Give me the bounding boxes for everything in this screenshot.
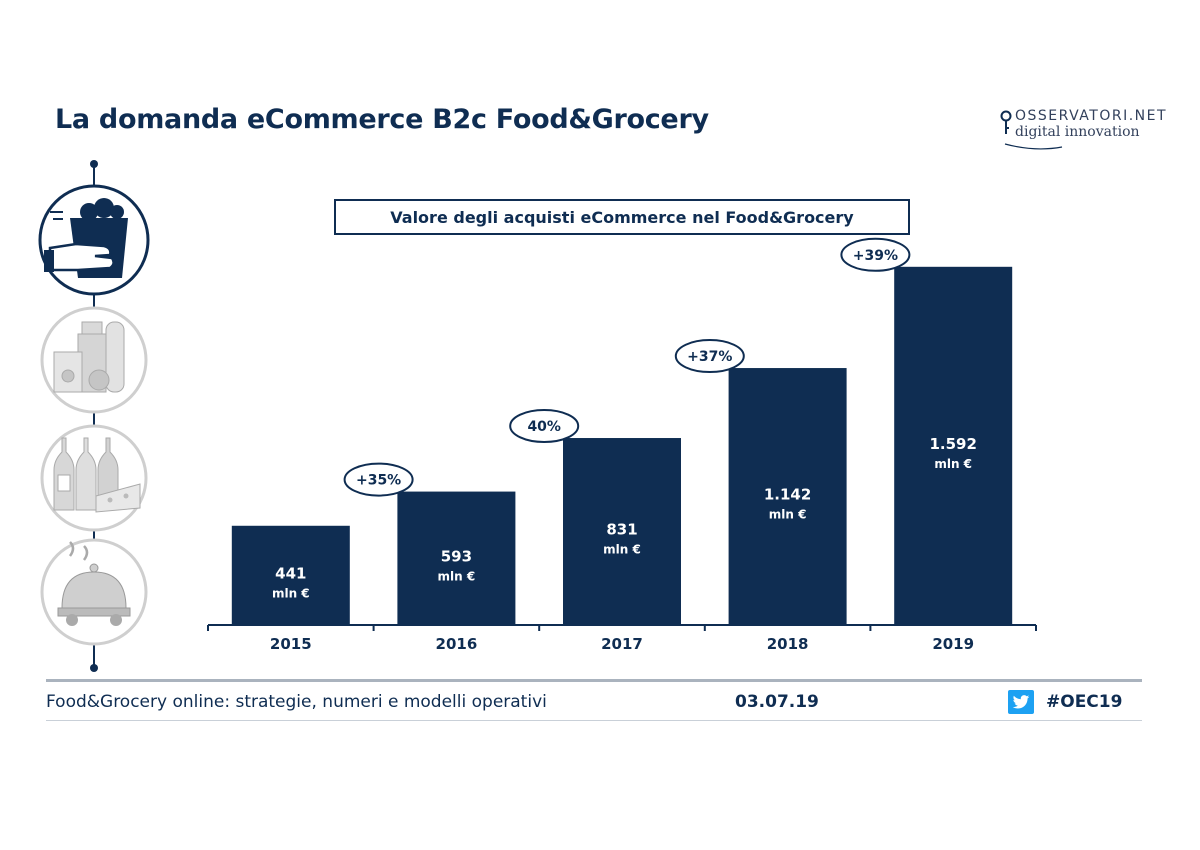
bar-unit-label: mln € xyxy=(769,508,807,522)
key-icon xyxy=(1000,110,1012,134)
food-delivery-icon xyxy=(40,538,148,646)
growth-label: 40% xyxy=(527,419,561,435)
growth-badge xyxy=(343,462,414,497)
wine-cheese-icon xyxy=(40,424,148,532)
bar-value-label: 1.592 xyxy=(929,435,976,453)
logo-top-text: OSSERVATORI.NET xyxy=(1015,108,1168,124)
bar-unit-label: mln € xyxy=(603,543,641,557)
footer-divider-top xyxy=(46,679,1142,682)
page-title: La domanda eCommerce B2c Food&Grocery xyxy=(55,104,709,135)
growth-badge xyxy=(509,409,580,444)
footer-hashtag[interactable]: #OEC19 xyxy=(1046,692,1123,712)
growth-badge xyxy=(674,339,745,374)
growth-label: +39% xyxy=(853,248,898,264)
growth-badge xyxy=(840,237,911,272)
growth-label: +37% xyxy=(687,349,732,365)
bar-2016 xyxy=(397,491,516,625)
bar-value-label: 1.142 xyxy=(764,486,811,504)
bar-2019 xyxy=(894,266,1013,625)
logo-bottom-text: digital innovation xyxy=(1015,124,1140,140)
x-tick-label: 2016 xyxy=(436,635,478,653)
x-tick-label: 2017 xyxy=(601,635,643,653)
x-tick-label: 2015 xyxy=(270,635,312,653)
bar-value-label: 441 xyxy=(275,564,306,582)
osservatori-logo: OSSERVATORI.NET digital innovation xyxy=(1000,108,1166,158)
bar-unit-label: mln € xyxy=(272,586,310,600)
bar-chart: 441 mln € 2015 593 mln € 2016 831 mln € 2017 1.14… xyxy=(207,237,1037,653)
grocery-bag-hand-icon xyxy=(38,184,150,296)
bar-value-label: 831 xyxy=(606,521,637,539)
logo-swoosh xyxy=(1004,143,1063,150)
x-tick-label: 2018 xyxy=(767,635,809,653)
bar-unit-label: mln € xyxy=(438,569,476,583)
footer-event-title: Food&Grocery online: strategie, numeri e… xyxy=(46,692,547,712)
bar-unit-label: mln € xyxy=(934,457,972,471)
chart-title: Valore degli acquisti eCommerce nel Food… xyxy=(334,199,910,235)
bar-2015 xyxy=(231,525,350,625)
bar-2017 xyxy=(563,438,681,625)
bar-2018 xyxy=(728,368,847,625)
growth-label: +35% xyxy=(356,473,401,489)
packaged-food-icon xyxy=(40,306,148,414)
sidebar-timeline xyxy=(38,160,150,672)
footer-divider-bottom xyxy=(46,720,1142,721)
x-tick-label: 2019 xyxy=(932,635,974,653)
footer-date: 03.07.19 xyxy=(735,692,819,712)
twitter-icon[interactable] xyxy=(1008,690,1034,714)
bar-value-label: 593 xyxy=(441,547,472,565)
